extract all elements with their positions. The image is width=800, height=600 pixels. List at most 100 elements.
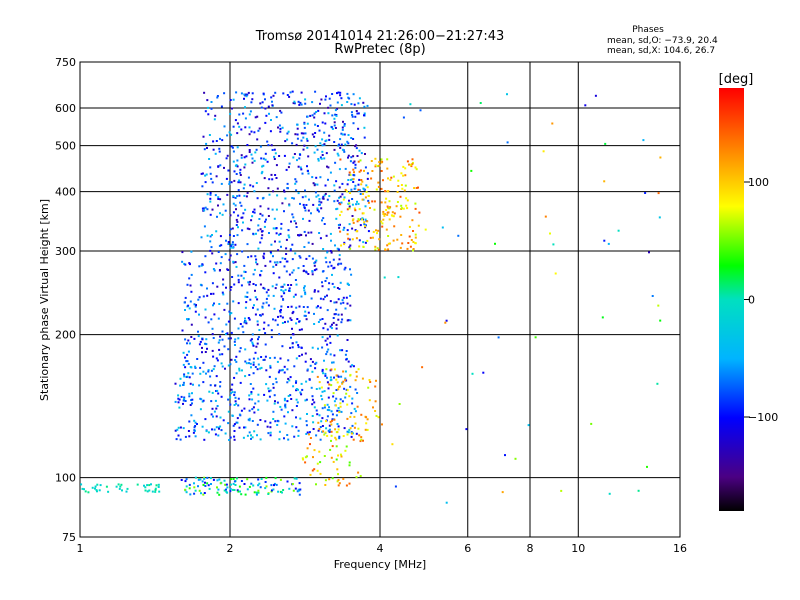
data-point bbox=[350, 188, 353, 191]
data-point bbox=[184, 488, 187, 491]
data-point bbox=[286, 187, 289, 189]
data-point bbox=[237, 397, 240, 400]
data-point bbox=[255, 182, 258, 184]
data-point bbox=[255, 493, 258, 496]
data-point bbox=[278, 233, 280, 236]
data-point bbox=[363, 112, 366, 115]
data-point bbox=[274, 174, 277, 176]
data-point bbox=[202, 381, 205, 384]
data-point bbox=[333, 376, 335, 379]
data-point bbox=[261, 170, 264, 173]
data-point bbox=[274, 91, 277, 94]
data-point bbox=[246, 478, 249, 481]
data-point bbox=[306, 139, 309, 142]
data-point bbox=[237, 281, 240, 284]
data-point bbox=[357, 188, 360, 191]
data-point bbox=[313, 151, 316, 154]
data-point bbox=[333, 200, 336, 203]
data-point bbox=[335, 327, 338, 330]
data-point bbox=[374, 245, 377, 248]
data-point bbox=[412, 248, 415, 251]
data-point bbox=[390, 176, 393, 179]
data-point bbox=[297, 429, 300, 432]
data-point bbox=[269, 366, 272, 369]
data-point bbox=[273, 217, 276, 220]
data-point bbox=[244, 320, 247, 323]
data-point bbox=[184, 263, 187, 266]
data-point bbox=[295, 341, 298, 344]
data-point bbox=[253, 491, 256, 494]
data-point bbox=[181, 251, 184, 254]
data-point bbox=[351, 219, 354, 222]
data-point bbox=[230, 388, 233, 391]
data-point bbox=[201, 185, 204, 188]
data-point bbox=[198, 296, 201, 299]
data-point bbox=[305, 424, 308, 427]
data-point bbox=[348, 199, 350, 202]
data-point bbox=[316, 209, 319, 212]
data-point bbox=[188, 307, 191, 310]
data-point bbox=[346, 319, 349, 322]
data-point bbox=[237, 404, 240, 407]
data-point bbox=[357, 102, 360, 105]
data-point bbox=[213, 118, 216, 121]
data-point bbox=[186, 353, 189, 356]
data-point bbox=[279, 232, 282, 235]
data-point bbox=[389, 178, 392, 181]
data-point bbox=[287, 234, 290, 237]
data-point bbox=[177, 394, 180, 397]
data-point bbox=[277, 249, 280, 252]
data-point bbox=[195, 304, 197, 306]
data-point bbox=[349, 247, 352, 250]
data-point bbox=[350, 435, 353, 438]
data-point bbox=[343, 150, 346, 153]
data-point bbox=[241, 229, 244, 232]
data-point bbox=[346, 92, 349, 95]
data-point bbox=[182, 427, 185, 430]
data-point bbox=[225, 157, 228, 160]
data-point bbox=[286, 434, 289, 436]
data-point bbox=[286, 368, 289, 371]
data-point bbox=[332, 361, 335, 364]
data-point bbox=[334, 161, 337, 164]
data-point bbox=[603, 180, 606, 183]
data-point bbox=[245, 301, 248, 304]
data-point bbox=[347, 142, 350, 145]
data-point bbox=[231, 488, 234, 491]
data-point bbox=[378, 238, 381, 241]
data-point bbox=[656, 382, 659, 385]
data-point bbox=[411, 163, 414, 165]
data-point bbox=[190, 414, 193, 417]
data-point bbox=[362, 439, 364, 442]
data-point bbox=[329, 171, 332, 174]
data-point bbox=[274, 400, 276, 403]
data-point bbox=[203, 438, 206, 441]
data-point bbox=[334, 428, 337, 431]
data-point bbox=[374, 248, 377, 251]
data-point bbox=[181, 329, 184, 332]
data-point bbox=[316, 207, 319, 210]
data-point bbox=[342, 370, 345, 373]
data-point bbox=[238, 113, 241, 116]
data-point bbox=[332, 267, 335, 270]
data-point bbox=[603, 239, 606, 242]
data-point bbox=[255, 491, 258, 494]
data-point bbox=[210, 369, 213, 372]
data-point bbox=[341, 382, 344, 385]
data-point bbox=[272, 272, 275, 275]
data-point bbox=[362, 101, 365, 104]
data-point bbox=[370, 160, 373, 162]
data-point bbox=[300, 295, 303, 298]
data-point bbox=[317, 109, 320, 112]
data-point bbox=[348, 97, 351, 100]
data-point bbox=[339, 281, 342, 284]
data-point bbox=[232, 300, 235, 303]
data-point bbox=[202, 135, 205, 138]
data-point bbox=[275, 164, 278, 167]
data-point bbox=[269, 251, 272, 254]
data-point bbox=[235, 91, 238, 94]
data-point bbox=[264, 332, 267, 335]
data-point bbox=[377, 248, 380, 251]
data-point bbox=[394, 485, 397, 488]
data-point bbox=[199, 397, 202, 400]
